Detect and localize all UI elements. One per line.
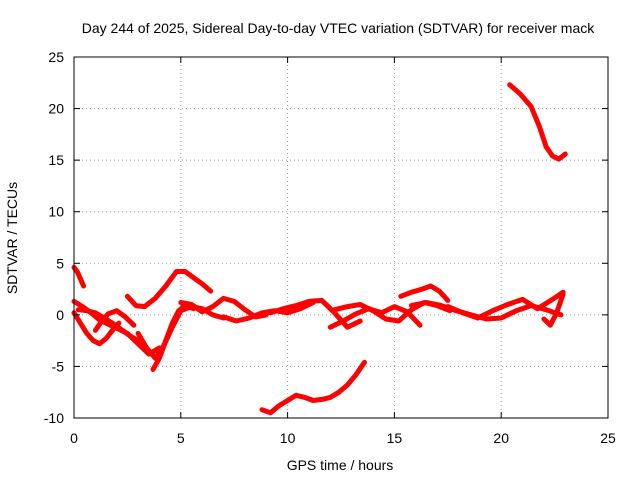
x-tick-label: 5: [177, 430, 185, 446]
series-sat-e: [92, 308, 137, 333]
series-sat-q: [445, 289, 566, 321]
y-tick-label: 5: [56, 255, 64, 271]
series-sat-o: [398, 283, 451, 303]
axis-ticks: 0 5 10 15 20 25 -10 -5 0 5 10 15 20 25: [44, 49, 616, 446]
data-series: [71, 82, 568, 416]
y-tick-label: 25: [48, 49, 64, 65]
chart-title: Day 244 of 2025, Sidereal Day-to-day VTE…: [82, 20, 595, 36]
series-sat-a: [71, 264, 87, 289]
x-tick-label: 0: [70, 430, 78, 446]
series-sat-f: [124, 269, 214, 310]
series-sat-g: [135, 304, 226, 361]
series-sat-r: [541, 291, 566, 328]
series-sat-k: [259, 359, 367, 416]
x-tick-label: 10: [280, 430, 296, 446]
y-axis-label: SDTVAR / TECUs: [4, 182, 20, 294]
series-sat-s: [507, 82, 568, 162]
series-sat-l: [268, 297, 363, 330]
y-tick-label: -5: [52, 358, 65, 374]
y-tick-label: 15: [48, 152, 64, 168]
x-tick-label: 25: [600, 430, 616, 446]
y-tick-label: 20: [48, 101, 64, 117]
y-tick-label: -10: [44, 410, 64, 426]
series-sat-h: [150, 303, 197, 372]
x-tick-label: 20: [493, 430, 509, 446]
x-tick-label: 15: [387, 430, 403, 446]
y-tick-label: 0: [56, 307, 64, 323]
grid-lines: [74, 57, 608, 418]
y-tick-label: 10: [48, 204, 64, 220]
series-sat-b: [71, 310, 122, 347]
series-sat-d: [75, 307, 141, 344]
x-axis-label: GPS time / hours: [287, 457, 394, 473]
plot-frame: [73, 56, 609, 419]
